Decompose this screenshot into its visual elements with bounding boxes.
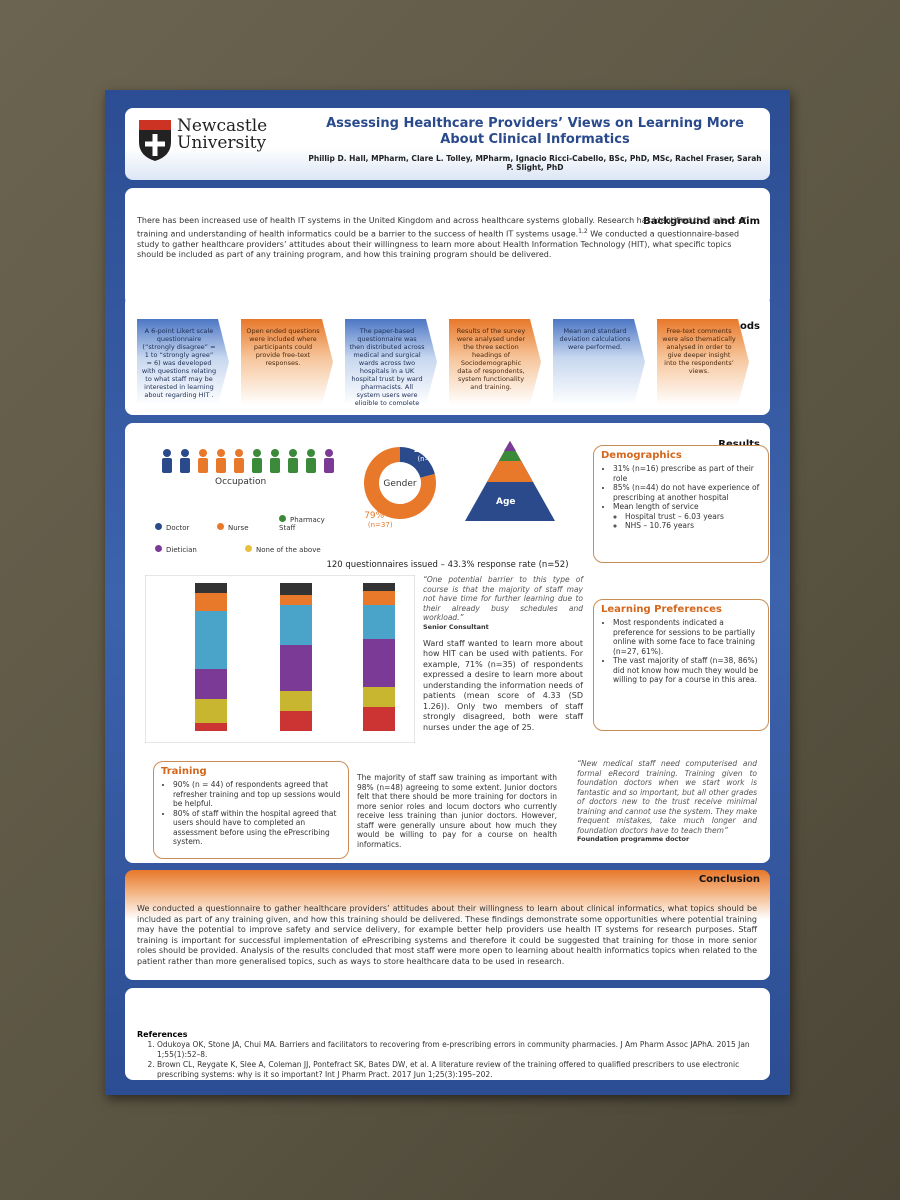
age-label: Age xyxy=(496,497,516,507)
donut-count-label: (n=10) xyxy=(417,455,442,463)
conclusion-panel: Conclusion We conducted a questionnaire … xyxy=(125,870,770,980)
legend-swatch xyxy=(279,515,286,522)
university: Newcastle University xyxy=(177,116,268,153)
legend: Doctor Nurse Pharmacy Staff Dietician None o… xyxy=(155,515,355,559)
donut-value-label: 21% xyxy=(414,445,434,455)
legend-label: Pharmacy Staff xyxy=(279,516,325,532)
demographics-item: 31% (n=16) prescribe as part of their ro… xyxy=(613,464,761,483)
legend-item: Pharmacy Staff xyxy=(279,515,341,532)
results-panel: Results 21%(n=10) 79%(n=37) Gender Occupat… xyxy=(125,423,770,863)
donut-slice xyxy=(364,447,436,519)
demographics-item: 85% (n=44) do not have experience of pre… xyxy=(613,483,761,502)
legend-swatch xyxy=(155,523,162,530)
section-heading: References xyxy=(137,1030,188,1039)
header: Newcastle University Assessing Healthcar… xyxy=(125,108,770,180)
background-text: There has been increased use of health I… xyxy=(137,216,757,261)
donut-count-label: (n=37) xyxy=(368,521,393,529)
legend-item: None of the above xyxy=(245,545,335,554)
legend-label: Nurse xyxy=(228,524,249,532)
learning-list: Most respondents indicated a preference … xyxy=(601,618,761,685)
donut-slice xyxy=(400,447,435,478)
poster: Newcastle University Assessing Healthcar… xyxy=(105,90,790,1095)
learning-box: Learning Preferences Most respondents in… xyxy=(593,599,769,731)
legend-label: Dietician xyxy=(166,546,197,554)
demographics-subitem: Hospital trust – 6.03 years xyxy=(625,512,761,522)
method-step: Open ended questions were included where… xyxy=(241,319,333,405)
training-box: Training 90% (n = 44) of respondents agr… xyxy=(153,761,349,859)
people-icons xyxy=(162,449,334,473)
legend-label: None of the above xyxy=(256,546,321,554)
training-item: 80% of staff within the hospital agreed … xyxy=(173,809,341,847)
title: Assessing Healthcare Providers’ Views on… xyxy=(326,116,744,147)
conclusion-text: We conducted a questionnaire to gather h… xyxy=(137,904,757,966)
legend-swatch xyxy=(245,545,252,552)
references-panel: References Odukoya OK, Stone JA, Chui MA… xyxy=(125,988,770,1080)
method-step: Free-text comments were also thematicall… xyxy=(657,319,749,405)
box-heading: Learning Preferences xyxy=(601,604,722,615)
section-heading: Background and Aim xyxy=(643,216,760,227)
occupation-label: Occupation xyxy=(215,477,267,487)
demographics-item: Mean length of serviceHospital trust – 6… xyxy=(613,502,761,531)
age-pyramid xyxy=(465,441,555,521)
legend-swatch xyxy=(217,523,224,530)
background-panel: Background and Aim There has been increa… xyxy=(125,188,770,306)
crest xyxy=(139,120,171,161)
reference: Brown CL, Reygate K, Slee A, Coleman JJ,… xyxy=(157,1060,767,1080)
donut-label: Gender xyxy=(383,479,416,489)
training-paragraph: The majority of staff saw training as im… xyxy=(357,773,557,849)
section-heading: Conclusion xyxy=(698,874,760,885)
results-paragraph: Ward staff wanted to learn more about ho… xyxy=(423,638,583,732)
quote: “New medical staff need computerised and… xyxy=(577,759,757,835)
results-graphics: 21%(n=10) 79%(n=37) Gender xyxy=(162,441,555,529)
section-heading: Results xyxy=(718,439,760,450)
references-list: Odukoya OK, Stone JA, Chui MA. Barriers … xyxy=(137,1040,767,1080)
box-heading: Demographics xyxy=(601,450,682,461)
quote-source: Senior Consultant xyxy=(423,622,489,631)
legend-item: Doctor xyxy=(155,523,217,532)
method-step: The paper-based questionnaire was then d… xyxy=(345,319,437,405)
method-step: Mean and standard deviation calculations… xyxy=(553,319,645,405)
learning-item: Most respondents indicated a preference … xyxy=(613,618,761,656)
text: We conducted a questionnaire-based study… xyxy=(137,229,740,260)
legend-label: Doctor xyxy=(166,524,190,532)
reference: Odukoya OK, Stone JA, Chui MA. Barriers … xyxy=(157,1040,767,1060)
demographics-list: 31% (n=16) prescribe as part of their ro… xyxy=(601,464,761,531)
authors: Phillip D. Hall, MPharm, Clare L. Tolley… xyxy=(308,154,762,172)
box-heading: Training xyxy=(161,766,207,777)
quote-block: “New medical staff need computerised and… xyxy=(577,759,757,843)
learning-item: The vast majority of staff (n=38, 86%) d… xyxy=(613,656,761,685)
legend-item: Nurse xyxy=(217,523,279,532)
quote-source: Foundation programme doctor xyxy=(577,835,690,843)
citation: 1,2 xyxy=(578,227,588,235)
demographics-subitem: NHS – 10.76 years xyxy=(625,521,761,531)
quote-block: “One potential barrier to this type of c… xyxy=(423,575,583,733)
demographics-subitems: Hospital trust – 6.03 yearsNHS – 10.76 y… xyxy=(613,512,761,531)
donut-value-label: 79% xyxy=(364,511,384,521)
method-step: Results of the survey were analysed unde… xyxy=(449,319,541,405)
response-rate: 120 questionnaires issued – 43.3% respon… xyxy=(326,560,569,570)
legend-swatch xyxy=(155,545,162,552)
training-list: 90% (n = 44) of respondents agreed that … xyxy=(161,780,341,847)
legend-item: Dietician xyxy=(155,545,245,554)
chart-bars xyxy=(195,583,395,731)
demographics-box: Demographics 31% (n=16) prescribe as par… xyxy=(593,445,769,563)
methods-panel: Methods A 6-point Likert scale questionn… xyxy=(125,295,770,415)
stacked-chart-figure xyxy=(145,575,415,743)
quote: “One potential barrier to this type of c… xyxy=(423,575,583,622)
method-step: A 6-point Likert scale questionnaire (“s… xyxy=(137,319,229,405)
text: There has been increased use of health I… xyxy=(137,216,747,239)
training-item: 90% (n = 44) of respondents agreed that … xyxy=(173,780,341,809)
